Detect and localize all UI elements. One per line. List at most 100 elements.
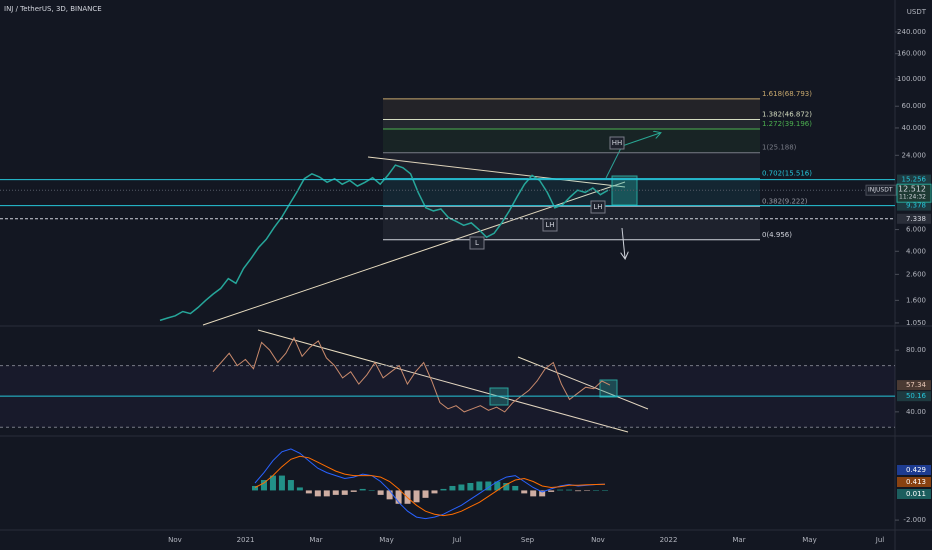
histogram-bar [278,475,285,491]
histogram-bar [252,485,258,491]
x-tick-label: Sep [521,536,535,544]
histogram-bar [305,490,312,494]
annotation: L [475,239,479,247]
user-drawings [202,133,660,433]
series-line [212,336,611,413]
value-tag: 57.34 [906,381,927,389]
countdown: 11:24:32 [899,194,926,201]
projection-arrow [622,227,625,258]
histogram-bar [593,490,600,491]
current-price: 12.512 [898,185,926,194]
x-tick-label: Nov [168,536,182,544]
annotation: LH [545,221,554,229]
price-tag: 7.338 [906,215,926,223]
histogram-bar [467,483,474,491]
y-tick-label: 1.050 [906,319,926,327]
y-tick-label: 160.000 [897,50,926,58]
price-tag-bg [896,183,932,203]
y-tick-label: 80.00 [906,346,926,354]
histogram-bar [269,475,276,491]
fib-label: 0.702(15.516) [762,170,812,178]
y-tick-label: 2.600 [906,270,926,278]
fib-label: 1(25.188) [762,144,797,152]
x-tick-label: Jul [875,536,885,544]
rsi-trendline [257,329,629,433]
fib-label: 0.382(9.222) [762,198,808,206]
x-tick-label: Jul [452,536,462,544]
price-tag-bg [897,174,931,185]
histogram-bar [503,483,510,491]
y-tick-label: 100.000 [897,75,926,83]
histogram-bar [260,480,267,491]
y-tick-label: 4.000 [906,247,926,255]
histogram-bar [323,490,330,497]
x-tick-label: Mar [732,536,745,544]
y-tick-label: 1.600 [906,296,926,304]
histogram-bar [368,490,375,491]
trendline [367,156,626,188]
y-tick-label: 24.000 [902,151,927,159]
price-pane: 1.618(68.793) 1.382(46.872) 1.272(39.196) 1… [159,90,812,322]
histogram-bar [530,490,537,497]
series-line [254,455,606,517]
histogram-bar [602,490,608,491]
fib-zone [383,129,760,153]
x-tick-label: 2021 [237,536,255,544]
price-tag-bg [897,213,931,224]
price-tag: 9.378 [906,202,926,210]
price-tag: 15.256 [902,176,927,184]
x-tick-label: May [802,536,816,544]
annotation-bg [469,236,485,250]
y-tick-label: 40.00 [906,408,926,416]
y-tick-label: 6.000 [906,226,926,234]
histogram-bar [566,489,573,491]
histogram-bar [548,490,555,492]
histogram-bar [350,490,357,492]
value-tag-bg [897,477,931,487]
histogram-bar [332,490,339,495]
histogram-bar [476,481,483,491]
target-box [611,175,638,206]
fib-label: 1.618(68.793) [762,90,812,98]
fib-zone [383,98,760,120]
histogram-bar [341,490,348,495]
annotation-bg [590,200,606,214]
histogram-bar [521,490,528,494]
y-tick-label: -2.000 [903,516,926,524]
x-tick-label: May [379,536,393,544]
fib-zone [383,178,760,207]
histogram-bar [413,490,420,503]
histogram-bar [431,490,438,494]
histogram-bar [287,480,294,491]
fib-zone [383,206,760,240]
annotation-bg [609,136,625,150]
histogram-bar [458,484,465,491]
x-tick-label: 2022 [660,536,678,544]
fib-label: 0(4.956) [762,231,792,239]
symbol-tag: INJUSDT [868,187,893,194]
fib-label: 1.382(46.872) [762,110,812,118]
fib-zone [383,152,760,179]
histogram-bar [557,489,564,491]
value-tag: 0.011 [906,490,926,498]
price-tag-bg [897,200,931,211]
rsi-trendline [517,356,649,410]
y-tick-label: 40.000 [902,124,927,132]
fib-label: 1.272(39.196) [762,120,812,128]
value-tag: 0.413 [906,478,926,486]
histogram-bar [449,485,456,491]
fib-zone [383,119,760,130]
histogram-bar [575,490,582,492]
histogram-bar [377,490,384,495]
x-tick-label: Nov [591,536,605,544]
histogram-bar [440,488,447,491]
histogram-bar [485,481,492,491]
value-tag-bg [897,380,931,391]
histogram-bar [584,490,591,491]
annotation: LH [593,203,602,211]
histogram-bar [539,490,546,497]
x-tick-label: Mar [309,536,322,544]
currency-label: USDT [907,8,927,16]
histogram-bar [422,490,429,498]
